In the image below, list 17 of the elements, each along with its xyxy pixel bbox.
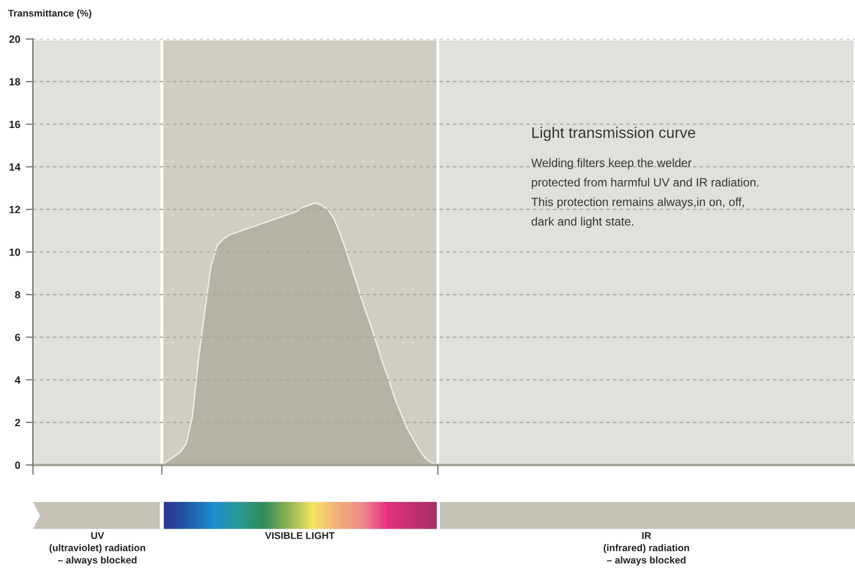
- y-tick-label: 20: [9, 36, 20, 43]
- y-axis-title: Transmittance (%): [8, 9, 92, 19]
- y-tick-label: 2: [15, 418, 20, 426]
- y-tick-label: 12: [10, 206, 20, 214]
- y-tick-label: 10: [10, 248, 20, 256]
- text: VISIBLE LIGHT: [265, 532, 335, 540]
- text: IR (infrared) radiation – always blocked: [604, 532, 690, 566]
- y-tick-label: 0: [15, 462, 20, 469]
- y-tick-label: 6: [15, 334, 20, 342]
- y-tick-label: 4: [14, 376, 20, 384]
- text: Light transmission curve: [532, 126, 696, 141]
- annotation: Welding filters keep the welder protected from harmful UV and IR radiation. This protection remains always,in on, off, dark and light state.: [531, 158, 758, 228]
- text: UV (ultraviolet) radiation – always blocked: [50, 532, 146, 566]
- y-tick-label: 16: [10, 120, 20, 128]
- y-tick-label: 14: [10, 163, 20, 171]
- y-tick-label: 8: [15, 291, 20, 298]
- y-tick-label: 18: [10, 78, 20, 86]
